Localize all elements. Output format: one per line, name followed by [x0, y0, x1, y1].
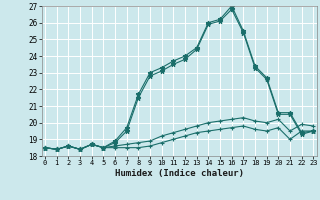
X-axis label: Humidex (Indice chaleur): Humidex (Indice chaleur) — [115, 169, 244, 178]
